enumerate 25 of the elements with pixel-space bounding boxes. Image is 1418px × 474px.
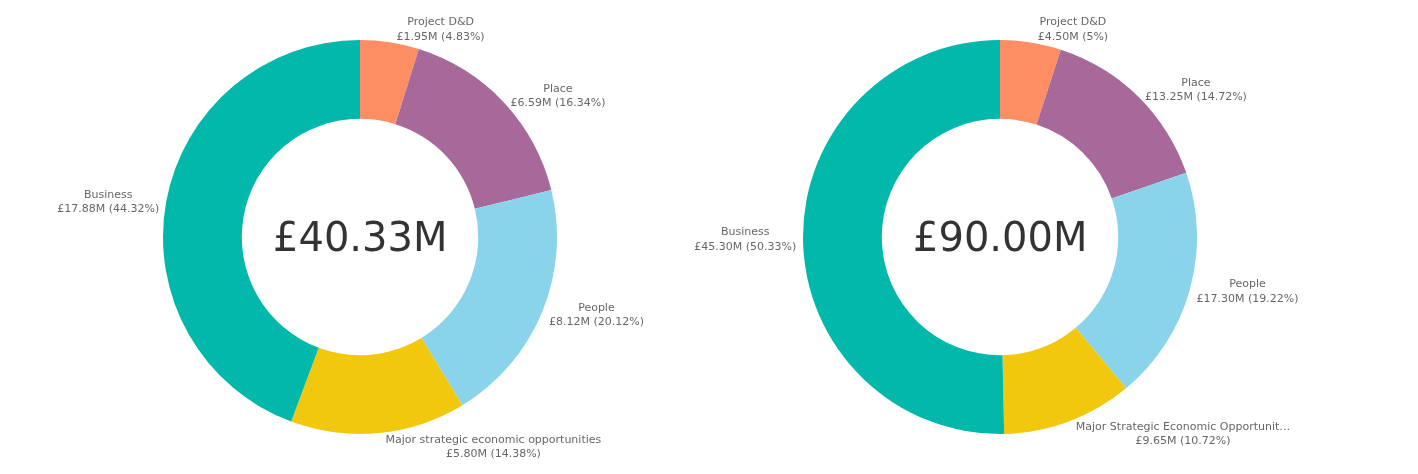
- data-label: £8.12M (20.12%): [548, 314, 644, 328]
- donut-slice: [1000, 40, 1061, 125]
- slice-label: Major Strategic Economic Opportunit…: [1075, 419, 1291, 433]
- slice-label: Major strategic economic opportunities: [385, 432, 602, 446]
- data-label: £9.65M (10.72%): [1135, 434, 1231, 448]
- slice-label: Place: [543, 82, 573, 96]
- donut-slice: [291, 337, 463, 434]
- data-label: £1.95M (4.83%): [396, 29, 485, 43]
- slice-label: People: [1229, 277, 1267, 291]
- data-label: £17.30M (19.22%): [1196, 291, 1299, 305]
- slice-label: People: [578, 300, 615, 314]
- slice-label: Project D&D: [1039, 15, 1107, 29]
- slice-label: Place: [1181, 75, 1211, 89]
- text: £90.00M: [913, 214, 1088, 260]
- data-label: £4.50M (5%): [1037, 29, 1109, 43]
- slice-label: Business: [84, 187, 133, 201]
- data-label: £45.30M (50.33%): [694, 239, 797, 253]
- data-label: £17.88M (44.32%): [57, 202, 160, 216]
- data-label: £13.25M (14.72%): [1144, 90, 1247, 104]
- donut-slice: [360, 40, 419, 125]
- text: £40.33M: [273, 214, 448, 260]
- data-label: £6.59M (16.34%): [510, 96, 606, 110]
- slice-label: Project D&D: [407, 15, 474, 29]
- data-label: £5.80M (14.38%): [445, 447, 541, 461]
- slice-label: Business: [720, 225, 770, 239]
